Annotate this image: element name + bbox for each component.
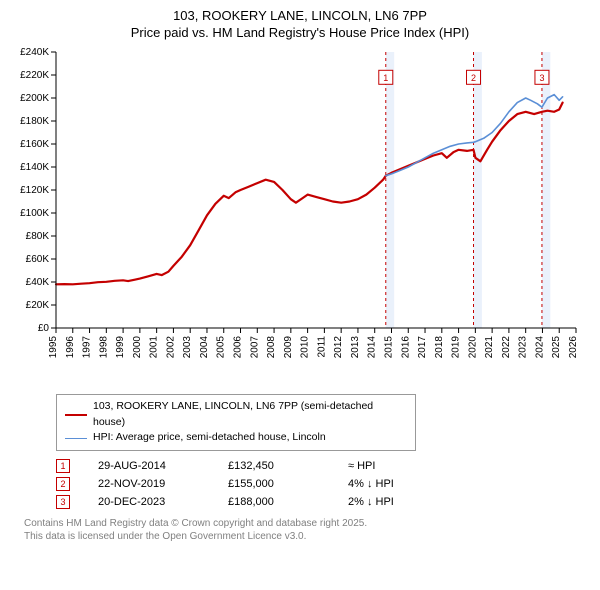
chart: £0 £20K £40K £60K £80K £100K £120K £140K £160K £1…: [12, 48, 588, 388]
sale-price: £155,000: [228, 478, 348, 490]
svg-text:2014: 2014: [367, 335, 378, 358]
svg-text:2016: 2016: [400, 335, 411, 358]
svg-text:2017: 2017: [417, 335, 428, 358]
svg-text:2002: 2002: [165, 335, 176, 358]
sale-marker: 1: [56, 459, 70, 473]
legend-item: HPI: Average price, semi-detached house,…: [65, 430, 407, 446]
svg-text:£120K: £120K: [20, 185, 49, 196]
legend-label: HPI: Average price, semi-detached house,…: [93, 430, 326, 446]
chart-svg: £0 £20K £40K £60K £80K £100K £120K £140K £160K £1…: [12, 48, 588, 388]
svg-text:£0: £0: [38, 323, 50, 334]
svg-text:2009: 2009: [283, 335, 294, 358]
sale-marker: 2: [56, 477, 70, 491]
svg-text:£180K: £180K: [20, 116, 49, 127]
sale-price: £132,450: [228, 460, 348, 472]
svg-text:£100K: £100K: [20, 208, 49, 219]
footnote: Contains HM Land Registry data © Crown c…: [24, 517, 588, 543]
sales-table: 1 29-AUG-2014 £132,450 ≈ HPI 2 22-NOV-20…: [56, 459, 588, 509]
sales-row: 2 22-NOV-2019 £155,000 4% ↓ HPI: [56, 477, 588, 491]
svg-text:2013: 2013: [350, 335, 361, 358]
svg-text:£220K: £220K: [20, 70, 49, 81]
svg-text:2000: 2000: [132, 335, 143, 358]
svg-text:£60K: £60K: [26, 254, 50, 265]
svg-text:2022: 2022: [501, 335, 512, 358]
footnote-line: Contains HM Land Registry data © Crown c…: [24, 517, 588, 530]
svg-text:£200K: £200K: [20, 93, 49, 104]
svg-text:£160K: £160K: [20, 139, 49, 150]
svg-text:2008: 2008: [266, 335, 277, 358]
svg-text:£40K: £40K: [26, 277, 50, 288]
sale-diff: 2% ↓ HPI: [348, 496, 468, 508]
legend-swatch: [65, 438, 87, 439]
sale-marker: 3: [56, 495, 70, 509]
title-line-2: Price paid vs. HM Land Registry's House …: [12, 25, 588, 42]
svg-text:1: 1: [383, 73, 388, 83]
svg-text:2011: 2011: [316, 335, 327, 357]
svg-text:2015: 2015: [383, 335, 394, 358]
svg-text:2012: 2012: [333, 335, 344, 358]
footnote-line: This data is licensed under the Open Gov…: [24, 530, 588, 543]
legend-item: 103, ROOKERY LANE, LINCOLN, LN6 7PP (sem…: [65, 399, 407, 431]
sales-row: 1 29-AUG-2014 £132,450 ≈ HPI: [56, 459, 588, 473]
svg-text:2005: 2005: [216, 335, 227, 358]
sale-price: £188,000: [228, 496, 348, 508]
legend-swatch: [65, 414, 87, 416]
svg-text:2021: 2021: [484, 335, 495, 358]
sale-diff: 4% ↓ HPI: [348, 478, 468, 490]
legend: 103, ROOKERY LANE, LINCOLN, LN6 7PP (sem…: [56, 394, 416, 451]
svg-text:2010: 2010: [300, 335, 311, 358]
svg-text:1996: 1996: [65, 335, 76, 358]
svg-text:2007: 2007: [249, 335, 260, 358]
legend-label: 103, ROOKERY LANE, LINCOLN, LN6 7PP (sem…: [93, 399, 407, 431]
svg-text:1999: 1999: [115, 335, 126, 358]
svg-text:3: 3: [539, 73, 544, 83]
svg-text:1997: 1997: [82, 335, 93, 358]
svg-text:£80K: £80K: [26, 231, 50, 242]
svg-text:2026: 2026: [568, 335, 579, 358]
svg-text:2023: 2023: [518, 335, 529, 358]
svg-text:2018: 2018: [434, 335, 445, 358]
svg-text:2020: 2020: [467, 335, 478, 358]
sale-date: 20-DEC-2023: [98, 496, 228, 508]
svg-text:£140K: £140K: [20, 162, 49, 173]
svg-text:2024: 2024: [534, 335, 545, 358]
svg-text:£240K: £240K: [20, 48, 49, 58]
sale-date: 22-NOV-2019: [98, 478, 228, 490]
svg-text:2004: 2004: [199, 335, 210, 358]
svg-text:1995: 1995: [48, 335, 59, 358]
svg-text:2001: 2001: [149, 335, 160, 358]
sale-diff: ≈ HPI: [348, 460, 468, 472]
svg-text:1998: 1998: [98, 335, 109, 358]
svg-text:2: 2: [471, 73, 476, 83]
svg-text:£20K: £20K: [26, 300, 50, 311]
svg-text:2006: 2006: [233, 335, 244, 358]
chart-title: 103, ROOKERY LANE, LINCOLN, LN6 7PP Pric…: [12, 8, 588, 42]
sale-date: 29-AUG-2014: [98, 460, 228, 472]
sales-row: 3 20-DEC-2023 £188,000 2% ↓ HPI: [56, 495, 588, 509]
svg-text:2025: 2025: [551, 335, 562, 358]
svg-text:2003: 2003: [182, 335, 193, 358]
title-line-1: 103, ROOKERY LANE, LINCOLN, LN6 7PP: [12, 8, 588, 25]
svg-text:2019: 2019: [451, 335, 462, 358]
